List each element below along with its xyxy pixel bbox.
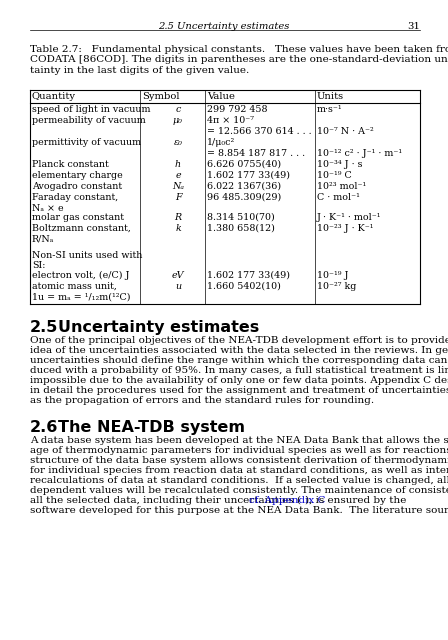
Text: ε₀: ε₀	[173, 138, 182, 147]
Text: in detail the procedures used for the assignment and treatment of uncertainties,: in detail the procedures used for the as…	[30, 386, 448, 395]
Text: cf. Appendix C: cf. Appendix C	[249, 496, 325, 505]
Text: 10⁻¹² c² · J⁻¹ · m⁻¹: 10⁻¹² c² · J⁻¹ · m⁻¹	[317, 149, 402, 158]
Text: 1u = mₐ = ¹/₁₂m(¹²C): 1u = mₐ = ¹/₁₂m(¹²C)	[32, 293, 130, 302]
Text: 10⁻⁷ N · A⁻²: 10⁻⁷ N · A⁻²	[317, 127, 374, 136]
Text: as the propagation of errors and the standard rules for rounding.: as the propagation of errors and the sta…	[30, 396, 374, 405]
Text: e: e	[175, 171, 181, 180]
Text: 6.626 0755(40): 6.626 0755(40)	[207, 160, 281, 169]
Text: duced with a probability of 95%. In many cases, a full statistical treatment is : duced with a probability of 95%. In many…	[30, 366, 448, 375]
Text: A data base system has been developed at the NEA Data Bank that allows the stor-: A data base system has been developed at…	[30, 436, 448, 445]
Text: Nₐ × e: Nₐ × e	[32, 204, 64, 213]
Text: = 8.854 187 817 . . .: = 8.854 187 817 . . .	[207, 149, 305, 158]
Text: 8.314 510(70): 8.314 510(70)	[207, 213, 275, 222]
Text: uncertainties should define the range within which the corresponding data can be: uncertainties should define the range wi…	[30, 356, 448, 365]
Text: molar gas constant: molar gas constant	[32, 213, 124, 222]
Text: permittivity of vacuum: permittivity of vacuum	[32, 138, 141, 147]
Text: impossible due to the availability of only one or few data points. Appendix C de: impossible due to the availability of on…	[30, 376, 448, 385]
Text: One of the principal objectives of the NEA-TDB development effort is to provide : One of the principal objectives of the N…	[30, 336, 448, 345]
Text: age of thermodynamic parameters for individual species as well as for reactions.: age of thermodynamic parameters for indi…	[30, 446, 448, 455]
Text: Faraday constant,: Faraday constant,	[32, 193, 118, 202]
Text: 2.6: 2.6	[30, 420, 58, 435]
Text: Quantity: Quantity	[32, 92, 76, 101]
Text: eV: eV	[172, 271, 184, 280]
Text: R: R	[174, 213, 181, 222]
Text: Value: Value	[207, 92, 235, 101]
Text: 4π × 10⁻⁷: 4π × 10⁻⁷	[207, 116, 254, 125]
Text: all the selected data, including their uncertainties (: all the selected data, including their u…	[30, 496, 301, 505]
Text: J · K⁻¹ · mol⁻¹: J · K⁻¹ · mol⁻¹	[317, 213, 382, 222]
Text: electron volt, (e/C) J: electron volt, (e/C) J	[32, 271, 129, 280]
Text: μ₀: μ₀	[173, 116, 183, 125]
Text: h: h	[175, 160, 181, 169]
Text: m·s⁻¹: m·s⁻¹	[317, 105, 343, 114]
Text: permeability of vacuum: permeability of vacuum	[32, 116, 146, 125]
Text: The NEA-TDB system: The NEA-TDB system	[58, 420, 245, 435]
Text: Uncertainty estimates: Uncertainty estimates	[58, 320, 259, 335]
Text: 2.5 Uncertainty estimates: 2.5 Uncertainty estimates	[158, 22, 290, 31]
Text: 299 792 458: 299 792 458	[207, 105, 267, 114]
Text: R/Nₐ: R/Nₐ	[32, 235, 54, 244]
Text: 10⁻¹⁹ C: 10⁻¹⁹ C	[317, 171, 352, 180]
Text: Table 2.7:   Fundamental physical constants.   These values have been taken from: Table 2.7: Fundamental physical constant…	[30, 45, 448, 54]
Text: structure of the data base system allows consistent derivation of thermodynamic : structure of the data base system allows…	[30, 456, 448, 465]
Text: Planck constant: Planck constant	[32, 160, 109, 169]
Text: 10⁻²⁷ kg: 10⁻²⁷ kg	[317, 282, 356, 291]
Text: 31: 31	[407, 22, 420, 31]
Text: k: k	[175, 224, 181, 233]
Text: software developed for this purpose at the NEA Data Bank.  The literature source: software developed for this purpose at t…	[30, 506, 448, 515]
Text: for individual species from reaction data at standard conditions, as well as int: for individual species from reaction dat…	[30, 466, 448, 475]
Text: 1.660 5402(10): 1.660 5402(10)	[207, 282, 281, 291]
Text: elementary charge: elementary charge	[32, 171, 123, 180]
Text: 10⁻³⁴ J · s: 10⁻³⁴ J · s	[317, 160, 362, 169]
Text: Symbol: Symbol	[142, 92, 180, 101]
Text: 1/μ₀c²: 1/μ₀c²	[207, 138, 235, 147]
Text: 1.602 177 33(49): 1.602 177 33(49)	[207, 271, 290, 280]
Text: Non-SI units used with: Non-SI units used with	[32, 251, 142, 260]
Text: tainty in the last digits of the given value.: tainty in the last digits of the given v…	[30, 66, 249, 75]
Text: ), is ensured by the: ), is ensured by the	[306, 496, 407, 505]
Text: SI:: SI:	[32, 261, 46, 270]
Text: speed of light in vacuum: speed of light in vacuum	[32, 105, 151, 114]
Text: dependent values will be recalculated consistently. The maintenance of consisten: dependent values will be recalculated co…	[30, 486, 448, 495]
Text: 96 485.309(29): 96 485.309(29)	[207, 193, 281, 202]
Text: idea of the uncertainties associated with the data selected in the reviews. In g: idea of the uncertainties associated wit…	[30, 346, 448, 355]
Text: CODATA [86COD]. The digits in parentheses are the one-standard-deviation uncer-: CODATA [86COD]. The digits in parenthese…	[30, 56, 448, 65]
Text: 10⁻¹⁹ J: 10⁻¹⁹ J	[317, 271, 349, 280]
Text: atomic mass unit,: atomic mass unit,	[32, 282, 117, 291]
Text: c: c	[175, 105, 181, 114]
Text: 2.5: 2.5	[30, 320, 58, 335]
Text: C · mol⁻¹: C · mol⁻¹	[317, 193, 360, 202]
Text: Nₐ: Nₐ	[172, 182, 184, 191]
Text: recalculations of data at standard conditions.  If a selected value is changed, : recalculations of data at standard condi…	[30, 476, 448, 485]
Text: F: F	[175, 193, 181, 202]
Text: 6.022 1367(36): 6.022 1367(36)	[207, 182, 281, 191]
Text: Avogadro constant: Avogadro constant	[32, 182, 122, 191]
Text: Units: Units	[317, 92, 344, 101]
Text: = 12.566 370 614 . . .: = 12.566 370 614 . . .	[207, 127, 312, 136]
Text: 1.380 658(12): 1.380 658(12)	[207, 224, 275, 233]
Text: u: u	[175, 282, 181, 291]
Text: 10²³ mol⁻¹: 10²³ mol⁻¹	[317, 182, 366, 191]
Text: 10⁻²³ J · K⁻¹: 10⁻²³ J · K⁻¹	[317, 224, 374, 233]
Text: 1.602 177 33(49): 1.602 177 33(49)	[207, 171, 290, 180]
Text: Boltzmann constant,: Boltzmann constant,	[32, 224, 131, 233]
